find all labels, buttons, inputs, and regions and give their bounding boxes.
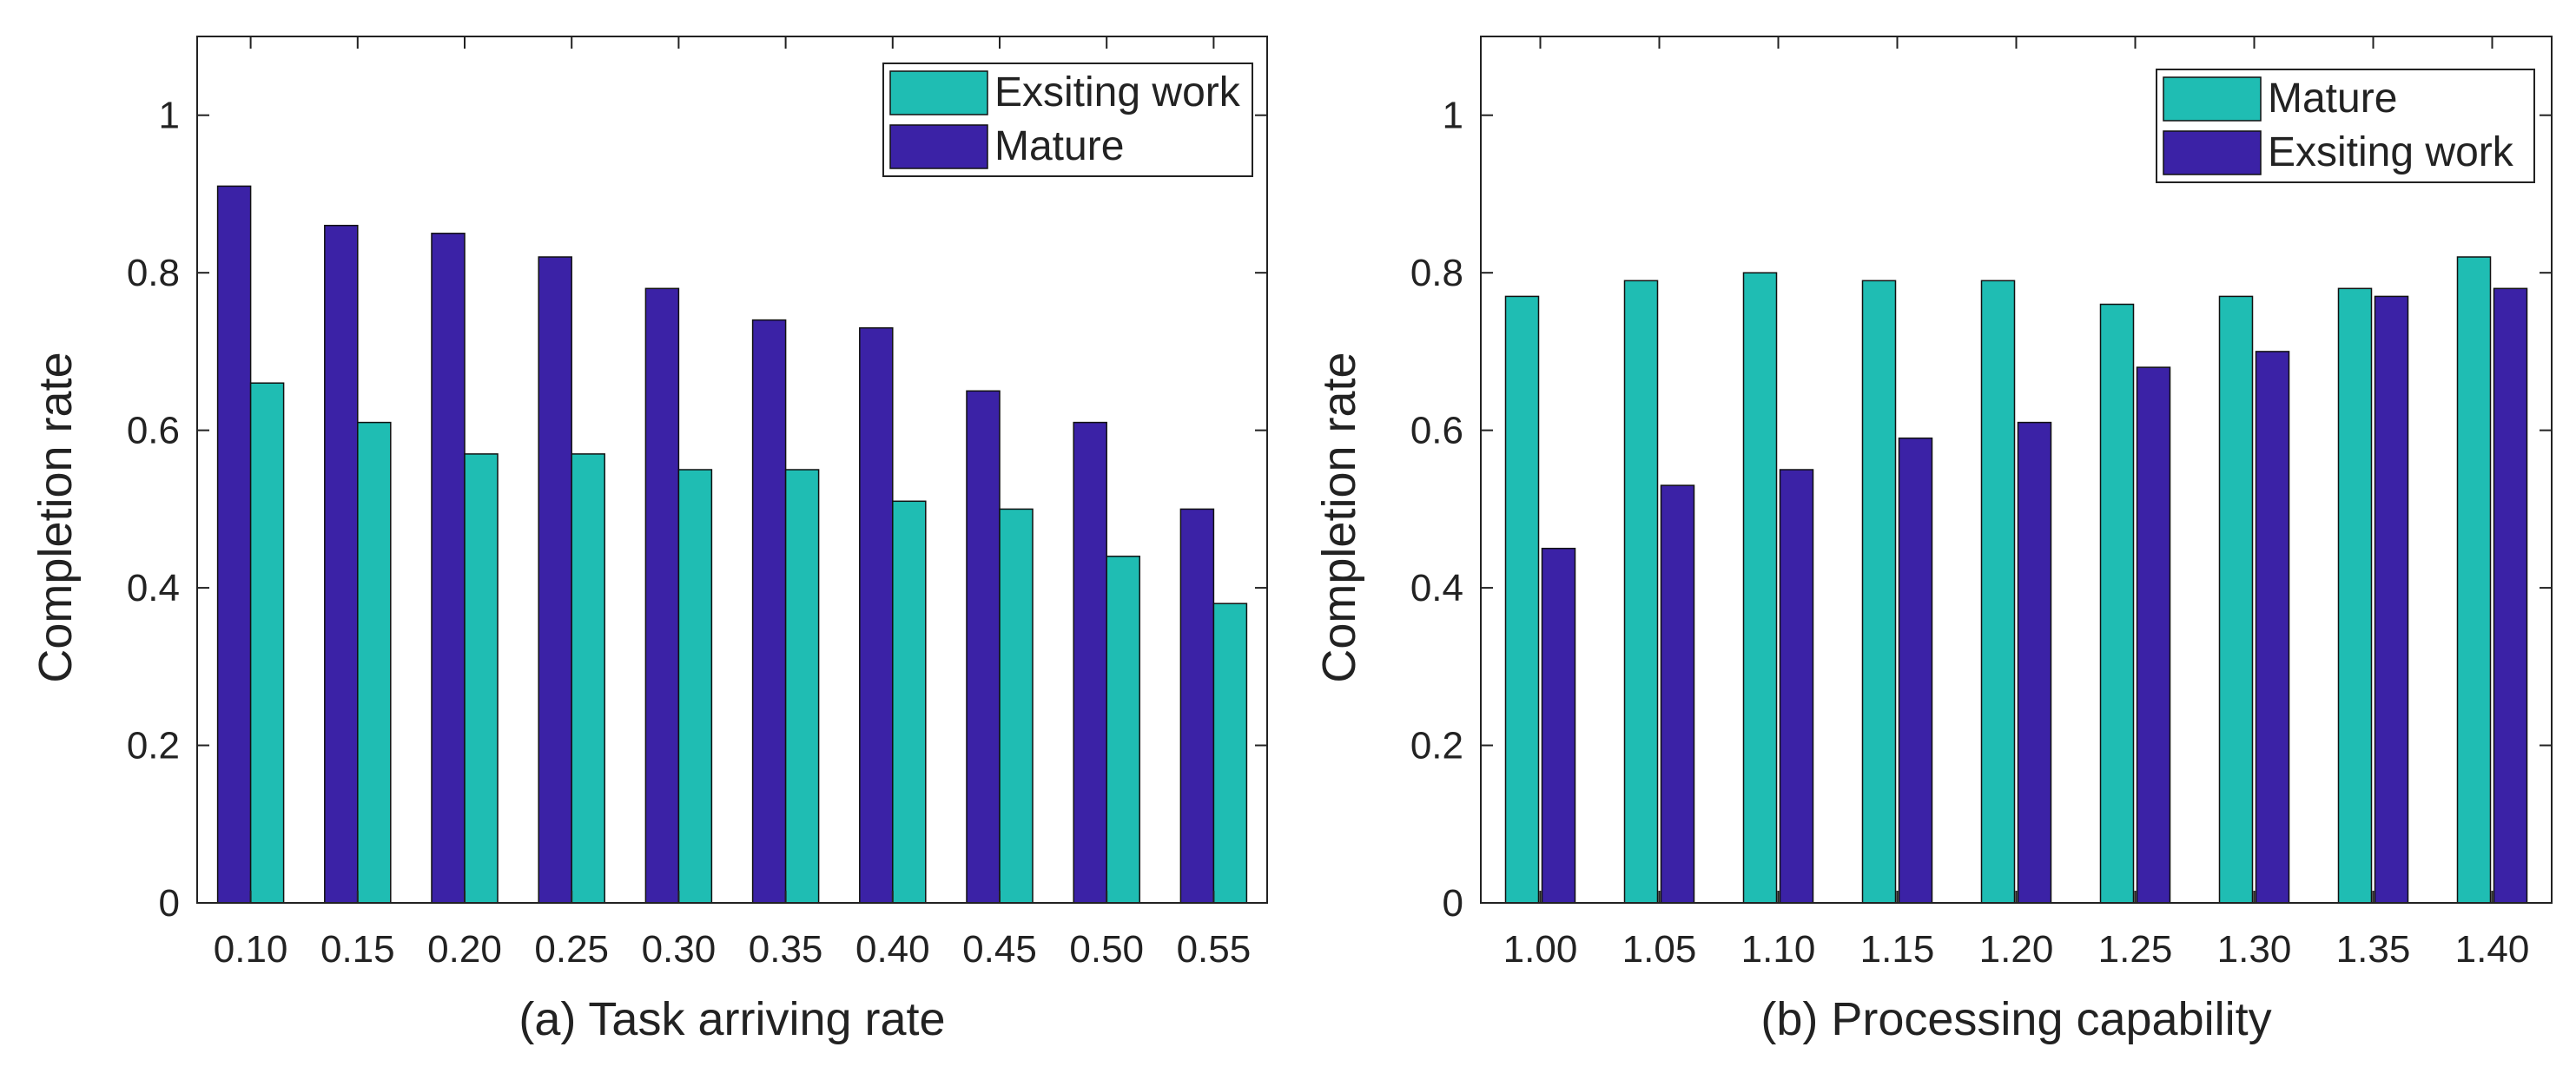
- bar-mature-1.30: [2218, 295, 2254, 904]
- x-tick-label: 0.10: [214, 928, 288, 971]
- legend-label: Exsiting work: [2268, 129, 2514, 175]
- bar-mature-0.25: [538, 256, 572, 904]
- bar-mature-1.20: [1980, 280, 2016, 904]
- x-axis-label: (a) Task arriving rate: [519, 993, 945, 1045]
- bar-exsiting-work-0.40: [892, 500, 927, 904]
- y-tick-label: 0.2: [127, 725, 180, 767]
- y-tick-label: 1: [1443, 95, 1463, 137]
- bar-mature-0.20: [431, 233, 466, 904]
- bar-mature-1.10: [1742, 272, 1778, 904]
- bar-mature-1.00: [1504, 295, 1540, 904]
- bar-exsiting-work-0.25: [571, 453, 605, 904]
- y-tick-label: 0: [1443, 882, 1463, 925]
- bar-exsiting-work-1.15: [1898, 437, 1933, 904]
- y-tick-label: 0.8: [127, 252, 180, 294]
- bar-exsiting-work-1.40: [2493, 287, 2528, 904]
- x-tick-label: 1.05: [1622, 928, 1697, 971]
- legend: Exsiting work Mature: [882, 63, 1253, 177]
- bar-mature-1.15: [1861, 280, 1897, 904]
- y-tick-label: 1: [159, 95, 180, 137]
- x-tick-label: 1.25: [2098, 928, 2173, 971]
- chart-b: 0 0.2 0.4 0.6 0.8 1 1.00 1.05 1.10 1.15 1.20 1.25 1.…: [1313, 36, 2553, 1045]
- legend-label: Mature: [2268, 76, 2397, 122]
- bar-exsiting-work-0.55: [1212, 603, 1248, 904]
- x-tick-label: 0.40: [855, 928, 930, 971]
- bar-exsiting-work-1.10: [1779, 469, 1814, 904]
- bar-mature-1.05: [1623, 280, 1659, 904]
- y-tick-label: 0.4: [127, 567, 180, 609]
- x-tick-label: 0.50: [1069, 928, 1144, 971]
- legend-swatch: [889, 70, 988, 115]
- legend-swatch: [889, 124, 988, 169]
- bar-exsiting-work-1.05: [1660, 484, 1695, 904]
- bar-mature-0.30: [644, 287, 680, 904]
- bar-exsiting-work-1.00: [1541, 547, 1576, 904]
- x-tick-label: 0.15: [320, 928, 395, 971]
- x-tick-label: 0.20: [427, 928, 502, 971]
- y-tick-label: 0.6: [1410, 410, 1463, 452]
- legend-label: Mature: [994, 123, 1124, 169]
- y-tick-label: 0.8: [1410, 252, 1463, 294]
- axes-box: [196, 36, 1268, 904]
- x-tick-label: 0.35: [749, 928, 823, 971]
- x-tick-label: 1.15: [1860, 928, 1935, 971]
- y-tick-label: 0.6: [127, 410, 180, 452]
- bar-mature-1.25: [2099, 303, 2135, 904]
- x-tick-label: 1.30: [2217, 928, 2292, 971]
- bar-exsiting-work-0.10: [249, 382, 285, 904]
- bar-mature-0.45: [966, 390, 1001, 904]
- bar-exsiting-work-0.15: [357, 421, 392, 904]
- x-tick-label: 1.10: [1741, 928, 1816, 971]
- y-axis-label: Completion rate: [1313, 352, 1365, 682]
- y-tick-label: 0.2: [1410, 725, 1463, 767]
- bar-exsiting-work-1.35: [2374, 295, 2409, 904]
- legend-label: Exsiting work: [994, 69, 1241, 115]
- bar-exsiting-work-0.45: [999, 508, 1034, 904]
- x-tick-label: 0.45: [962, 928, 1037, 971]
- x-tick-label: 0.55: [1177, 928, 1252, 971]
- bar-exsiting-work-0.20: [464, 453, 499, 904]
- y-tick-label: 0: [159, 882, 180, 925]
- legend-swatch: [2163, 76, 2262, 122]
- x-tick-label: 0.30: [642, 928, 717, 971]
- x-axis-label: (b) Processing capability: [1760, 993, 2271, 1045]
- x-tick-label: 1.35: [2336, 928, 2411, 971]
- bar-mature-0.35: [751, 319, 787, 904]
- bar-exsiting-work-0.50: [1106, 556, 1140, 904]
- x-tick-label: 1.40: [2455, 928, 2530, 971]
- bar-exsiting-work-0.35: [784, 469, 820, 904]
- x-tick-label: 1.00: [1503, 928, 1578, 971]
- y-tick-label: 0.4: [1410, 567, 1463, 609]
- bar-exsiting-work-1.25: [2136, 366, 2171, 904]
- bar-mature-0.15: [324, 224, 359, 904]
- bar-mature-0.50: [1073, 421, 1107, 904]
- bar-exsiting-work-1.20: [2017, 421, 2052, 904]
- bar-exsiting-work-1.30: [2255, 351, 2290, 904]
- bar-mature-0.40: [859, 326, 894, 904]
- y-axis-label: Completion rate: [30, 352, 82, 682]
- bar-exsiting-work-0.30: [677, 469, 713, 904]
- bar-mature-0.10: [216, 185, 252, 904]
- bar-mature-1.40: [2456, 256, 2492, 904]
- legend-swatch: [2163, 130, 2262, 175]
- x-tick-label: 0.25: [534, 928, 609, 971]
- legend: Mature Exsiting work: [2156, 69, 2535, 183]
- bar-mature-1.35: [2337, 287, 2373, 904]
- bar-mature-0.55: [1179, 508, 1215, 904]
- chart-a: 0 0.2 0.4 0.6 0.8 1 0.10 0.15 0.20 0.25 0.30 0.35 0.…: [30, 36, 1268, 1045]
- x-tick-label: 1.20: [1979, 928, 2054, 971]
